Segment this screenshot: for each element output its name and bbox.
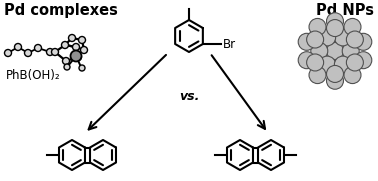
Circle shape [342, 43, 359, 60]
Circle shape [327, 13, 344, 30]
Circle shape [34, 45, 42, 52]
Circle shape [298, 33, 315, 50]
Circle shape [355, 52, 372, 69]
Circle shape [298, 52, 315, 69]
Circle shape [68, 35, 76, 41]
Circle shape [327, 20, 344, 37]
Circle shape [319, 56, 336, 73]
Circle shape [309, 18, 326, 35]
Circle shape [327, 72, 344, 89]
Circle shape [79, 65, 85, 71]
Circle shape [51, 49, 59, 56]
Circle shape [81, 47, 87, 54]
Circle shape [355, 33, 372, 50]
Circle shape [311, 43, 328, 60]
Circle shape [73, 43, 79, 50]
Circle shape [335, 56, 352, 73]
Circle shape [71, 50, 82, 62]
Circle shape [62, 41, 68, 49]
Text: Pd complexes: Pd complexes [4, 3, 118, 18]
Circle shape [346, 31, 363, 48]
Circle shape [344, 18, 361, 35]
Circle shape [346, 54, 363, 71]
Circle shape [335, 29, 352, 46]
Circle shape [25, 49, 31, 56]
Circle shape [74, 54, 82, 60]
Text: Br: Br [223, 37, 236, 50]
Text: PhB(OH)₂: PhB(OH)₂ [6, 69, 60, 82]
Text: Pd NPs: Pd NPs [316, 3, 374, 18]
Circle shape [5, 49, 11, 56]
Circle shape [327, 43, 344, 60]
Circle shape [319, 29, 336, 46]
Circle shape [344, 67, 361, 84]
Text: vs.: vs. [179, 89, 199, 102]
Circle shape [307, 54, 324, 71]
Circle shape [327, 66, 344, 83]
Circle shape [79, 37, 85, 43]
Circle shape [309, 67, 326, 84]
Circle shape [307, 31, 324, 48]
Circle shape [64, 64, 70, 70]
Circle shape [46, 49, 54, 56]
Circle shape [14, 43, 22, 50]
Circle shape [62, 58, 70, 64]
